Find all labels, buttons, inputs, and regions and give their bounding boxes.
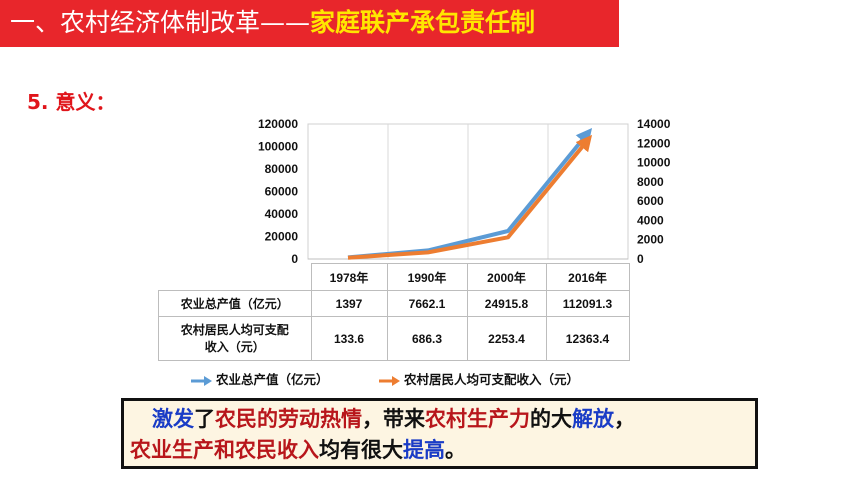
conclusion-segment: 激发 bbox=[152, 407, 194, 431]
table-header-cell: 1990年 bbox=[386, 263, 468, 291]
banner-title: 一、农村经济体制改革——家庭联产承包责任制 bbox=[10, 6, 535, 40]
chart-series bbox=[347, 127, 593, 260]
table-row: 农村居民人均可支配 收入（元） 133.6 686.3 2253.4 12363… bbox=[158, 316, 630, 361]
right-axis-tick-label: 0 bbox=[637, 252, 644, 266]
table-header-cell: 1978年 bbox=[310, 263, 388, 291]
right-axis-tick-label: 14000 bbox=[637, 117, 671, 131]
table-row-label-line: 收入（元） bbox=[204, 339, 265, 354]
left-axis-tick-label: 20000 bbox=[265, 230, 299, 244]
conclusion-segment: 农业生产和农民收入 bbox=[130, 438, 319, 462]
legend-item-income: 农村居民人均可支配收入（元） bbox=[378, 369, 579, 388]
table-row: 农业总产值（亿元） 1397 7662.1 24915.8 112091.3 bbox=[158, 290, 630, 317]
data-table: 1978年 1990年 2000年 2016年 农业总产值（亿元） 1397 7… bbox=[158, 263, 630, 361]
left-axis-tick-label: 40000 bbox=[265, 207, 299, 221]
conclusion-segment: ，带来 bbox=[362, 407, 425, 431]
title-banner: 一、农村经济体制改革——家庭联产承包责任制 bbox=[0, 0, 619, 47]
table-cell: 133.6 bbox=[310, 316, 388, 361]
table-corner-cell bbox=[158, 263, 312, 291]
right-axis-tick-label: 12000 bbox=[637, 136, 671, 150]
left-axis-tick-label: 100000 bbox=[258, 140, 298, 154]
banner-main-text: 一、农村经济体制改革—— bbox=[10, 8, 311, 37]
left-axis-tick-label: 120000 bbox=[258, 117, 298, 131]
conclusion-segment: 解放 bbox=[572, 407, 614, 431]
dual-axis-line-chart: 1200001000008000060000400002000001400012… bbox=[258, 117, 671, 266]
conclusion-segment: 农民的劳动热情 bbox=[215, 407, 362, 431]
table-header-cell: 2000年 bbox=[466, 263, 547, 291]
left-axis-tick-label: 80000 bbox=[265, 162, 299, 176]
section-heading: 5. 意义： bbox=[27, 90, 116, 114]
conclusion-segment: 的大 bbox=[530, 407, 572, 431]
legend-label: 农业总产值（亿元） bbox=[216, 372, 329, 387]
legend-item-output: 农业总产值（亿元） bbox=[190, 369, 329, 388]
conclusion-line-2: 农业生产和农民收入均有很大提高。 bbox=[130, 436, 466, 464]
banner-highlight-text: 家庭联产承包责任制 bbox=[310, 8, 536, 37]
series-line-income bbox=[347, 134, 593, 260]
right-axis-tick-label: 4000 bbox=[637, 213, 664, 227]
conclusion-segment: 农村生产力 bbox=[425, 407, 530, 431]
table-cell: 686.3 bbox=[386, 316, 468, 361]
blue-arrow-icon bbox=[191, 375, 212, 386]
chart-tick-labels: 1200001000008000060000400002000001400012… bbox=[258, 117, 671, 266]
table-cell: 12363.4 bbox=[545, 316, 630, 361]
table-cell: 1397 bbox=[310, 290, 388, 317]
left-axis-tick-label: 0 bbox=[291, 252, 298, 266]
conclusion-segment: 提高 bbox=[403, 438, 445, 462]
conclusion-segment: 了 bbox=[194, 407, 215, 431]
table-cell: 112091.3 bbox=[545, 290, 630, 317]
chart-gridlines bbox=[307, 123, 629, 260]
right-axis-tick-label: 6000 bbox=[637, 194, 664, 208]
conclusion-line-1: 激发了农民的劳动热情，带来农村生产力的大解放， bbox=[152, 405, 635, 433]
orange-arrow-icon bbox=[379, 375, 400, 386]
table-row-label-line: 农村居民人均可支配 bbox=[180, 322, 289, 337]
right-axis-tick-label: 2000 bbox=[637, 233, 664, 247]
conclusion-segment: 均有很大 bbox=[319, 438, 403, 462]
left-axis-tick-label: 60000 bbox=[265, 185, 299, 199]
conclusion-segment: ， bbox=[614, 407, 635, 431]
table-header-cell: 2016年 bbox=[545, 263, 630, 291]
table-cell: 2253.4 bbox=[466, 316, 547, 361]
table-cell: 7662.1 bbox=[386, 290, 468, 317]
conclusion-segment: 。 bbox=[445, 438, 466, 462]
table-header-row: 1978年 1990年 2000年 2016年 bbox=[158, 263, 630, 291]
table-row-label: 农业总产值（亿元） bbox=[158, 290, 312, 317]
table-row-label: 农村居民人均可支配 收入（元） bbox=[158, 316, 312, 361]
right-axis-tick-label: 8000 bbox=[637, 175, 664, 189]
conclusion-box: 激发了农民的劳动热情，带来农村生产力的大解放， 农业生产和农民收入均有很大提高。 bbox=[121, 398, 758, 469]
legend-label: 农村居民人均可支配收入（元） bbox=[404, 372, 580, 387]
right-axis-tick-label: 10000 bbox=[637, 156, 671, 170]
table-cell: 24915.8 bbox=[466, 290, 547, 317]
